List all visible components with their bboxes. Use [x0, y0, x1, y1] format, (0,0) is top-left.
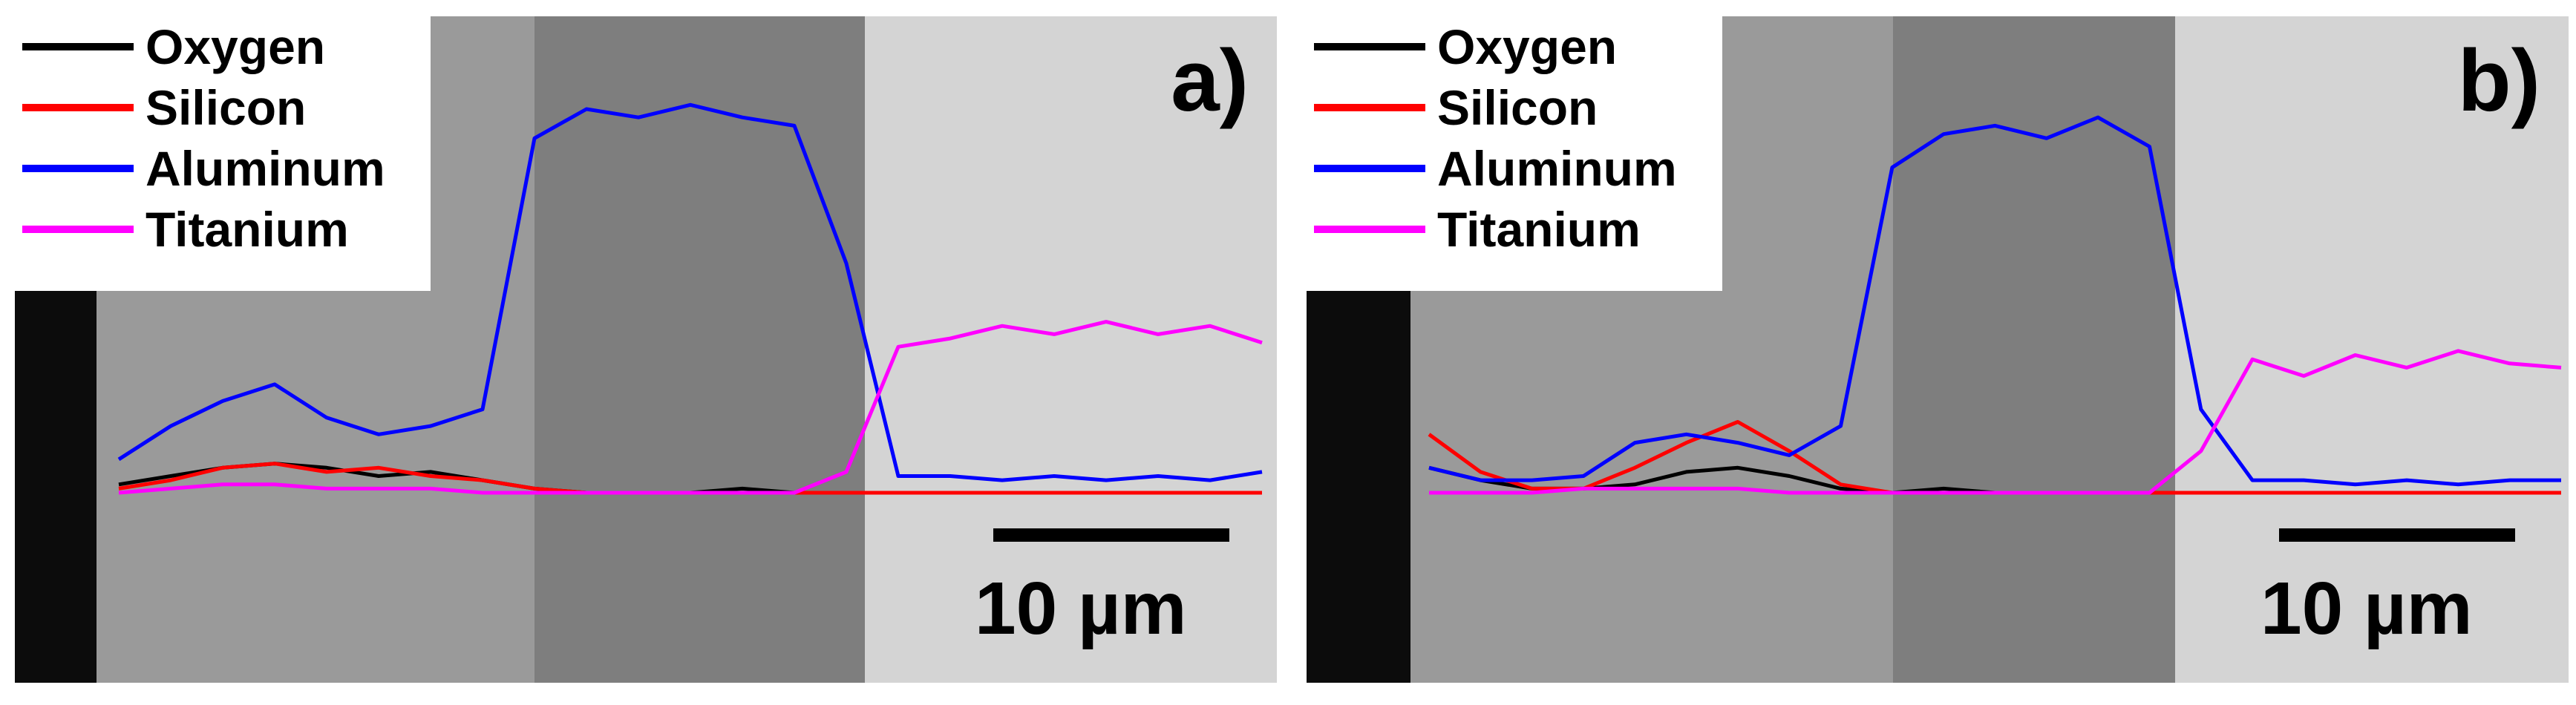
legend-label: Oxygen [146, 19, 326, 74]
line-profile-plot-b [1428, 115, 2562, 495]
legend-item-oxygen: Oxygen [22, 16, 325, 77]
legend-item-silicon: Silicon [1314, 77, 1598, 138]
panel-label: a) [1171, 32, 1249, 130]
series-line-aluminum [1428, 115, 2561, 487]
alumina-layer-region [535, 16, 865, 683]
legend-label: Titanium [146, 202, 349, 257]
legend-label: Silicon [1437, 80, 1598, 135]
legend-item-titanium: Titanium [22, 199, 349, 260]
legend-swatch-titanium [22, 226, 134, 233]
legend-label: Aluminum [1437, 141, 1677, 196]
legend-item-silicon: Silicon [22, 77, 306, 138]
legend-item-aluminum: Aluminum [22, 138, 385, 199]
scale-bar-label: 10 µm [2260, 567, 2473, 650]
titanium-region [865, 16, 1277, 683]
legend-item-titanium: Titanium [1314, 199, 1641, 260]
legend-item-aluminum: Aluminum [1314, 138, 1677, 199]
titanium-region [2175, 16, 2569, 683]
micrograph-a [15, 16, 1277, 683]
legend-swatch-oxygen [1314, 43, 1425, 50]
legend-a: Oxygen Silicon Aluminum Titanium [15, 16, 431, 291]
series-line-titanium [118, 320, 1263, 495]
legend-label: Titanium [1437, 202, 1641, 257]
dark-edge-region [15, 283, 97, 683]
scale-bar-label: 10 µm [975, 567, 1187, 650]
legend-b: Oxygen Silicon Aluminum Titanium [1307, 16, 1722, 291]
legend-swatch-silicon [1314, 104, 1425, 111]
legend-swatch-aluminum [1314, 165, 1425, 172]
alumina-layer-region [1893, 16, 2175, 683]
line-profile-plot-a [117, 102, 1263, 495]
legend-swatch-titanium [1314, 226, 1425, 233]
scale-bar [993, 528, 1229, 542]
legend-item-oxygen: Oxygen [1314, 16, 1617, 77]
legend-label: Silicon [146, 80, 307, 135]
series-line-titanium [1429, 349, 2562, 495]
legend-label: Aluminum [146, 141, 385, 196]
panel-label: b) [2457, 32, 2540, 130]
legend-swatch-silicon [22, 104, 134, 111]
legend-swatch-aluminum [22, 165, 134, 172]
series-line-aluminum [117, 102, 1263, 482]
dark-edge-region [1307, 283, 1410, 683]
legend-label: Oxygen [1437, 19, 1618, 74]
panel-a: Oxygen Silicon Aluminum Titanium a) 10 µ… [15, 16, 1277, 683]
scale-bar [2279, 528, 2515, 542]
panel-b: Oxygen Silicon Aluminum Titanium b) 10 µ… [1307, 16, 2569, 683]
legend-swatch-oxygen [22, 43, 134, 50]
